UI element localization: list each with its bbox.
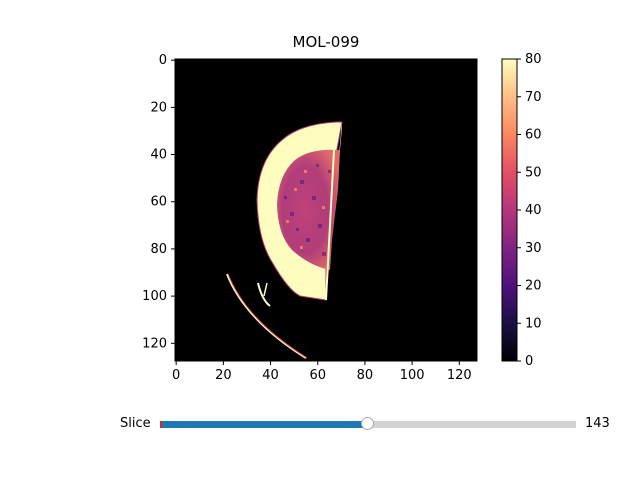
- y-tick-label: 0: [159, 53, 167, 68]
- y-axis-ticks: 0 20 40 60 80 100 120: [142, 53, 175, 351]
- y-tick-label: 120: [142, 336, 167, 351]
- y-tick-label: 20: [150, 100, 167, 115]
- y-tick-label: 100: [142, 289, 167, 304]
- x-axis-ticks: 0 20 40 60 80 100 120: [172, 361, 472, 383]
- slider-value: 143: [585, 416, 610, 431]
- slider-handle[interactable]: [361, 417, 374, 430]
- image-panel[interactable]: [174, 58, 478, 362]
- colorbar-tick-label: 10: [525, 316, 542, 331]
- x-tick-label: 60: [309, 368, 326, 383]
- core-speckles: [284, 164, 331, 256]
- colorbar-tick-label: 30: [525, 241, 542, 256]
- x-tick-label: 0: [172, 368, 180, 383]
- x-tick-label: 80: [357, 368, 374, 383]
- y-tick-label: 40: [150, 148, 167, 163]
- x-tick-label: 40: [262, 368, 279, 383]
- x-tick-label: 100: [400, 368, 425, 383]
- slider-fill: [160, 421, 368, 428]
- core-highlights: [286, 170, 325, 249]
- y-tick-label: 60: [150, 195, 167, 210]
- y-tick-label: 80: [150, 242, 167, 257]
- colorbar-tick-label: 60: [525, 128, 542, 143]
- colorbar: [501, 58, 518, 362]
- colorbar-tick-label: 80: [525, 52, 542, 67]
- x-tick-label: 20: [215, 368, 232, 383]
- slider-start-marker: [160, 421, 162, 428]
- colorbar-ticks: 0 10 20 30 40 50 60 70 80: [517, 52, 542, 369]
- colorbar-tick-label: 0: [525, 354, 533, 369]
- colorbar-tick-label: 50: [525, 165, 542, 180]
- colorbar-tick-label: 20: [525, 279, 542, 294]
- colorbar-tick-label: 70: [525, 90, 542, 105]
- colorbar-tick-label: 40: [525, 203, 542, 218]
- slider-label: Slice: [120, 416, 151, 431]
- x-tick-label: 120: [447, 368, 472, 383]
- plot-title: MOL-099: [292, 33, 360, 51]
